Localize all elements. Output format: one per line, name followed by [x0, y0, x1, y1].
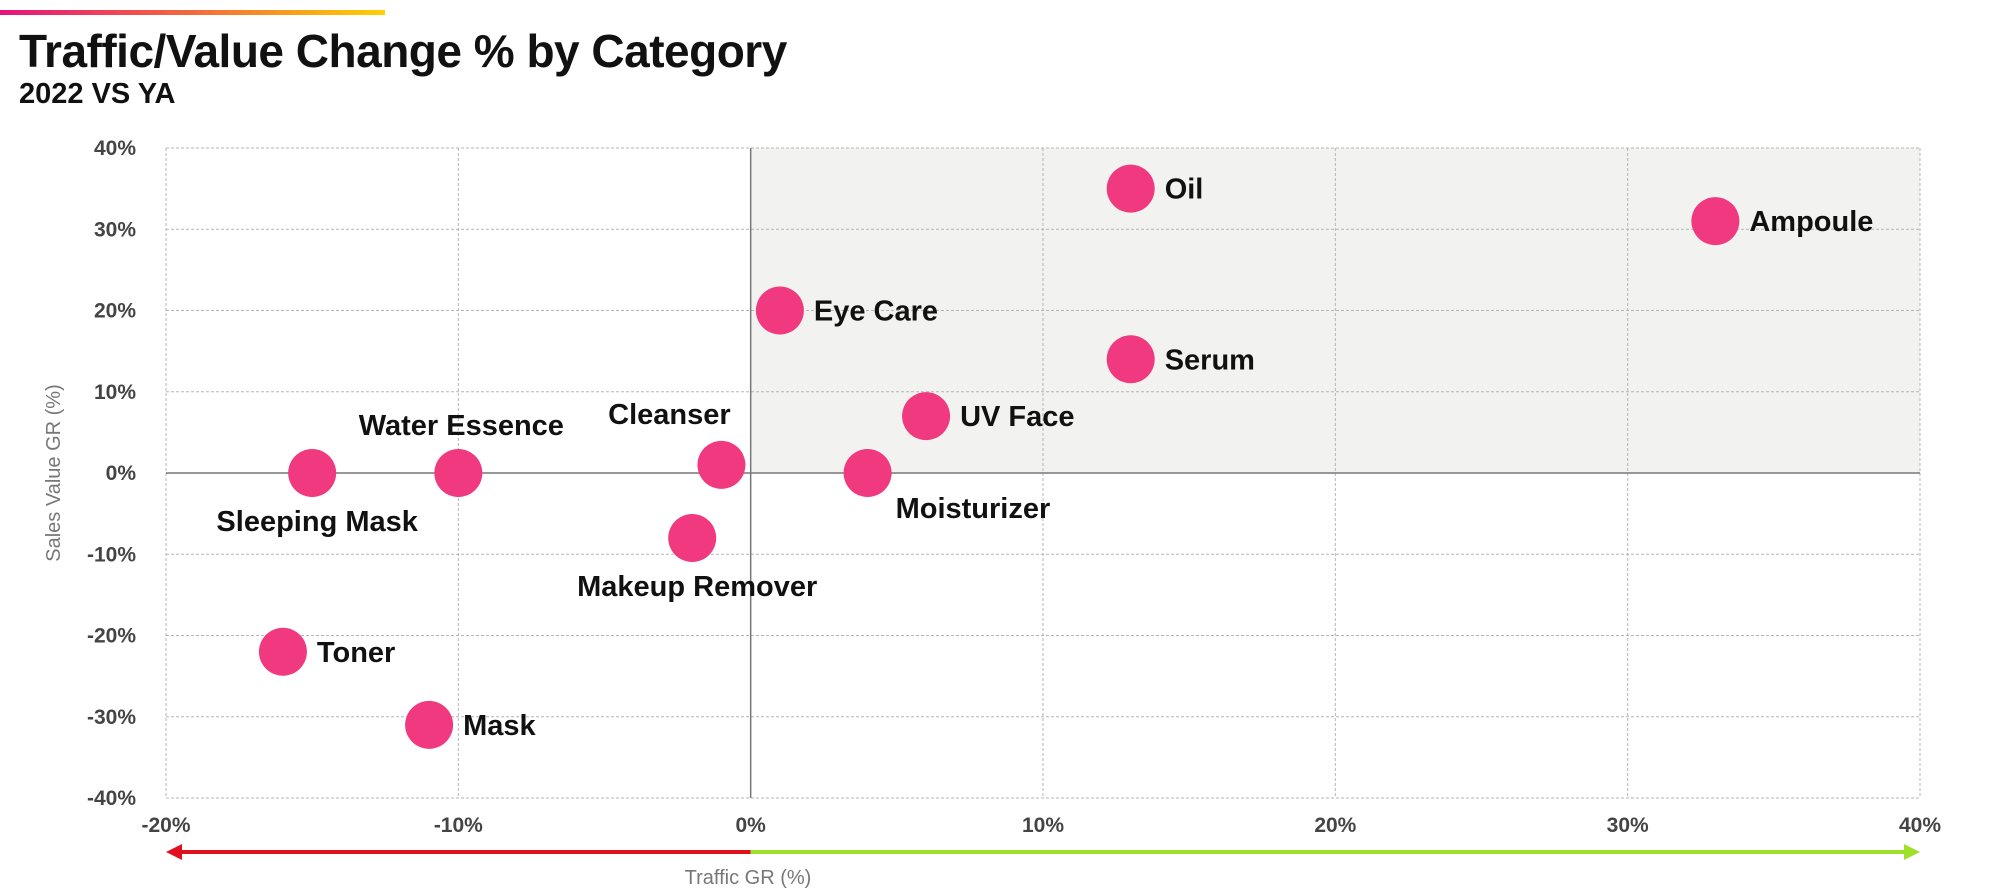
data-point-label: Oil: [1165, 174, 1204, 206]
data-point-label: Sleeping Mask: [216, 506, 418, 538]
data-point-label: Water Essence: [359, 410, 564, 442]
data-point: [668, 514, 717, 562]
chart-title: Traffic/Value Change % by Category: [19, 25, 787, 77]
data-point: [1106, 164, 1155, 213]
x-tick-label: 10%: [1022, 814, 1064, 837]
data-point: [697, 440, 746, 489]
data-point: [1691, 197, 1740, 246]
y-axis-label: Sales Value GR (%): [43, 384, 65, 561]
y-tick-label: 40%: [94, 137, 136, 160]
y-tick-label: 0%: [106, 462, 137, 485]
data-point-label: Toner: [317, 637, 395, 669]
data-point-label: UV Face: [960, 401, 1074, 433]
data-point: [1106, 335, 1155, 384]
y-tick-label: 30%: [94, 218, 136, 241]
data-point: [434, 449, 483, 497]
data-points: [258, 164, 1740, 749]
y-tick-label: -10%: [87, 543, 136, 566]
data-point-label: Eye Care: [814, 296, 938, 328]
x-tick-label: 0%: [735, 814, 766, 837]
x-tick-label: 20%: [1314, 814, 1356, 837]
y-tick-label: -40%: [87, 787, 136, 810]
y-tick-label: 10%: [94, 381, 136, 404]
data-point-label: Ampoule: [1749, 206, 1873, 238]
data-point-label: Cleanser: [608, 399, 731, 431]
data-point: [405, 700, 454, 749]
positive-arrowhead: [1904, 844, 1920, 860]
data-point-label: Moisturizer: [896, 493, 1051, 525]
x-axis-label: Traffic GR (%): [685, 867, 812, 889]
x-tick-label: 30%: [1607, 814, 1649, 837]
y-tick-label: -30%: [87, 706, 136, 729]
data-point: [902, 392, 951, 441]
accent-bar: [0, 10, 385, 15]
data-point-label: Mask: [463, 710, 536, 742]
x-tick-label: -20%: [141, 814, 190, 837]
x-tick-label: 40%: [1899, 814, 1941, 837]
data-point: [258, 627, 307, 676]
y-tick-label: -20%: [87, 625, 136, 648]
data-point-label: Serum: [1165, 344, 1255, 376]
x-axis-ticks: -20% -10% 0% 10% 20% 30% 40%: [141, 814, 1941, 837]
data-point-labels: Oil Ampoule Eye Care Serum UV Face Water Esse…: [216, 174, 1873, 742]
y-tick-label: 20%: [94, 300, 136, 323]
data-point-label: Makeup Remover: [577, 571, 817, 603]
y-axis-ticks: -40% -30% -20% -10% 0% 10% 20% 30% 40%: [87, 137, 136, 810]
traffic-direction-arrows: [166, 844, 1920, 860]
data-point: [843, 449, 892, 497]
data-point: [755, 286, 804, 335]
chart-subtitle: 2022 VS YA: [19, 78, 176, 110]
data-point: [288, 449, 337, 497]
x-tick-label: -10%: [434, 814, 483, 837]
negative-arrowhead: [166, 844, 182, 860]
